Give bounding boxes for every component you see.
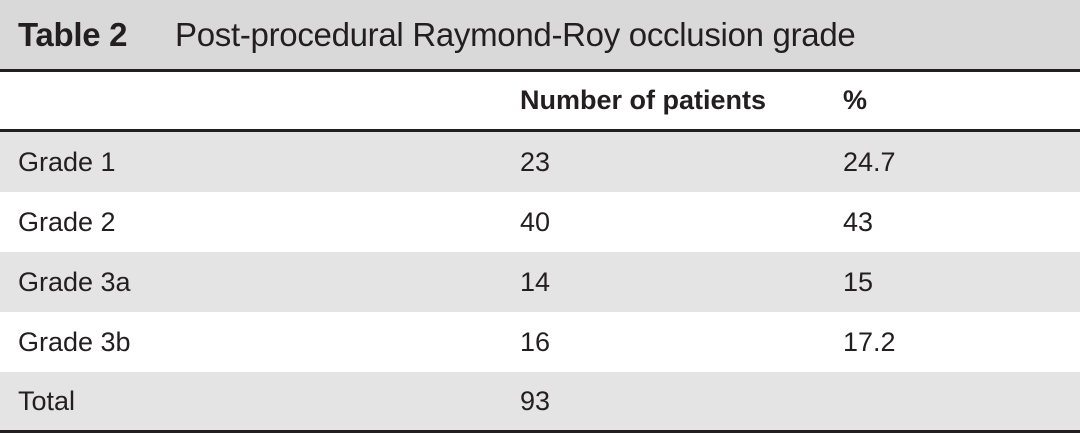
cell-grade: Grade 2: [18, 206, 116, 237]
cell-grade: Total: [18, 385, 76, 416]
column-header-percent: %: [843, 85, 868, 115]
cell-grade: Grade 1: [18, 146, 116, 177]
table-row-total: Total 93: [0, 372, 1080, 433]
cell-patients: 16: [520, 326, 551, 357]
cell-patients: 93: [520, 385, 551, 416]
cell-patients: 14: [520, 266, 551, 297]
table-caption: Table 2 Post-procedural Raymond-Roy occl…: [0, 0, 1080, 72]
cell-percent: 43: [843, 206, 874, 237]
column-header-number-of-patients: Number of patients: [520, 85, 767, 115]
cell-patients: 23: [520, 146, 551, 177]
cell-patients: 40: [520, 206, 551, 237]
cell-grade: Grade 3b: [18, 326, 131, 357]
table-row: Grade 1 23 24.7: [0, 132, 1080, 192]
table-title: Post-procedural Raymond-Roy occlusion gr…: [175, 15, 856, 53]
cell-grade: Grade 3a: [18, 266, 131, 297]
table-header-row: Number of patients %: [0, 72, 1080, 132]
cell-percent: 24.7: [843, 146, 896, 177]
table-label: Table 2: [18, 15, 128, 53]
cell-percent: 17.2: [843, 326, 896, 357]
table-row: Grade 3a 14 15: [0, 252, 1080, 312]
table-row: Grade 2 40 43: [0, 192, 1080, 252]
cell-percent: 15: [843, 266, 874, 297]
table-row: Grade 3b 16 17.2: [0, 312, 1080, 372]
